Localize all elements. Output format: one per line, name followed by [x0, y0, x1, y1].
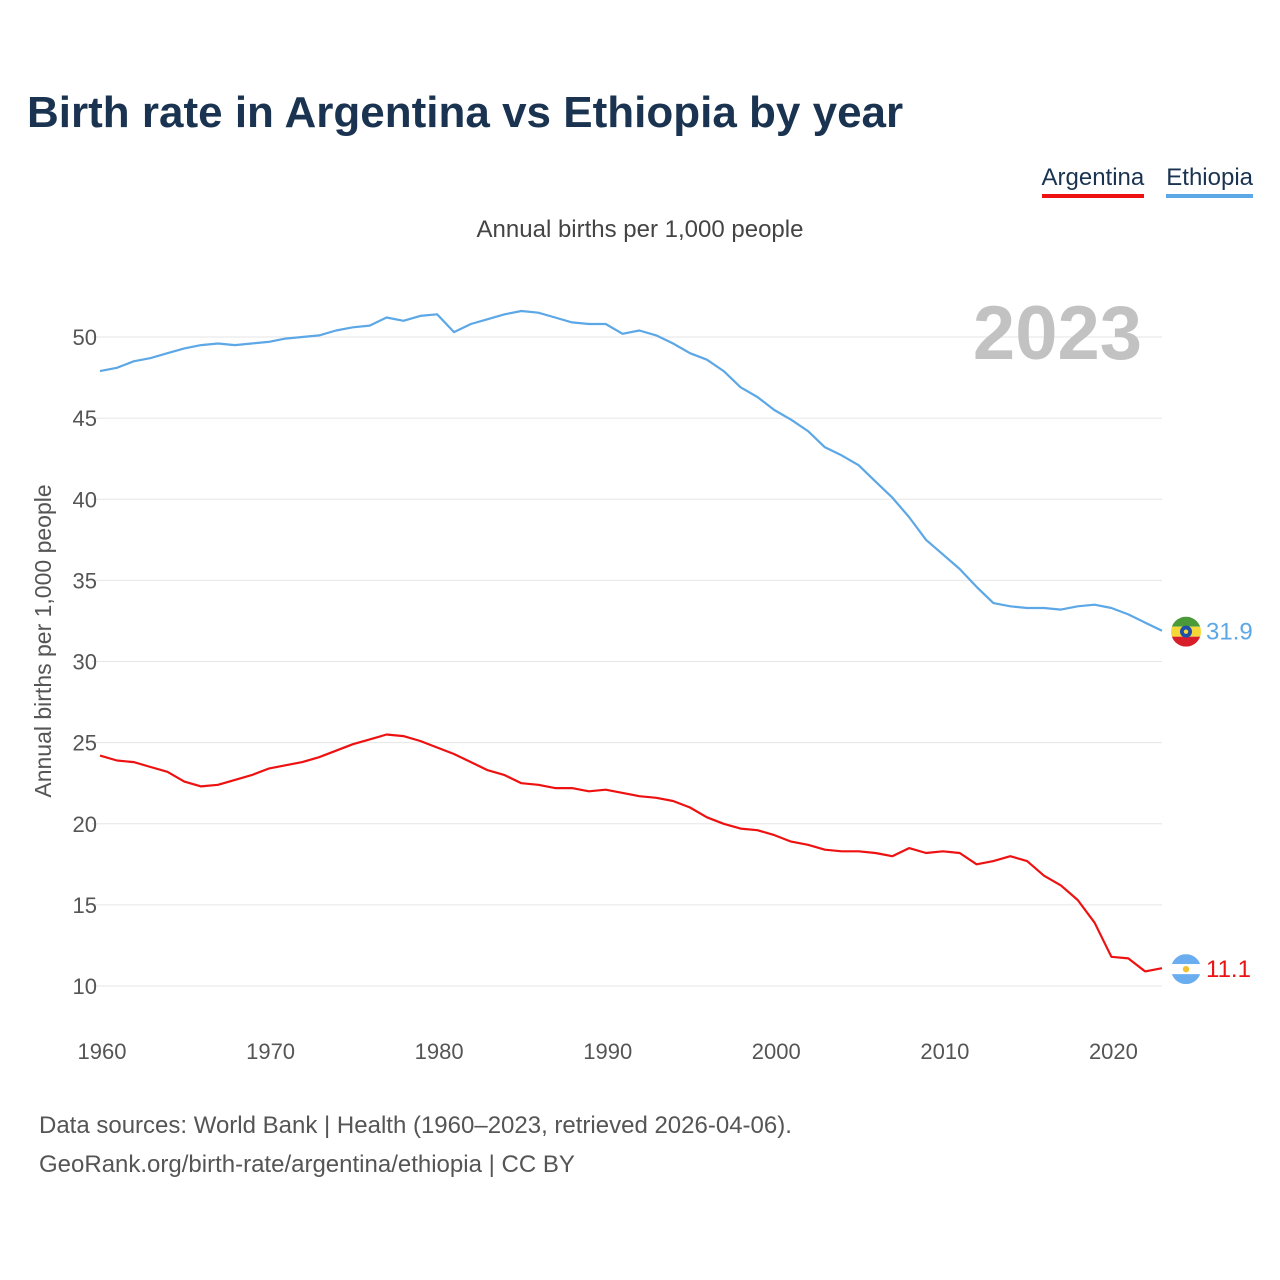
y-tick-label-45: 45 [73, 406, 97, 431]
x-tick-label-2020: 2020 [1089, 1039, 1138, 1064]
end-value-label-argentina: 11.1 [1206, 956, 1251, 983]
legend: Argentina Ethiopia [1041, 164, 1253, 198]
flag-icon-argentina [1171, 954, 1201, 985]
x-tick-label-1980: 1980 [415, 1039, 464, 1064]
series-line-argentina[interactable] [99, 733, 1163, 973]
end-value-label-ethiopia: 31.9 [1206, 619, 1253, 646]
chart-title: Birth rate in Argentina vs Ethiopia by y… [27, 88, 904, 137]
y-tick-label-20: 20 [73, 812, 97, 837]
series-line-ethiopia[interactable] [99, 309, 1163, 632]
legend-item-ethiopia[interactable]: Ethiopia [1166, 164, 1253, 198]
x-tick-label-2010: 2010 [920, 1039, 969, 1064]
series-lines [99, 309, 1163, 973]
y-tick-label-30: 30 [73, 650, 97, 675]
x-tick-label-1990: 1990 [583, 1039, 632, 1064]
x-axis-ticks: 1960 1970 1980 1990 2000 2010 2020 [78, 1039, 1138, 1064]
gridlines [92, 336, 1162, 987]
year-watermark: 2023 [972, 291, 1142, 376]
y-tick-label-10: 10 [73, 974, 97, 999]
y-axis-title: Annual births per 1,000 people [30, 484, 56, 797]
x-tick-label-1960: 1960 [78, 1039, 127, 1064]
y-tick-label-40: 40 [73, 487, 97, 512]
x-tick-label-2000: 2000 [752, 1039, 801, 1064]
y-tick-label-50: 50 [73, 325, 97, 350]
y-tick-label-25: 25 [73, 731, 97, 756]
flag-icon-ethiopia [1171, 616, 1201, 647]
source-line-2[interactable]: GeoRank.org/birth-rate/argentina/ethiopi… [39, 1151, 575, 1178]
data-source: Data sources: World Bank | Health (1960–… [39, 1106, 792, 1184]
y-tick-label-15: 15 [73, 893, 97, 918]
y-tick-label-35: 35 [73, 568, 97, 593]
end-markers: 31.9 11.1 [1171, 616, 1253, 985]
legend-item-argentina[interactable]: Argentina [1041, 164, 1145, 198]
source-line-1: Data sources: World Bank | Health (1960–… [39, 1112, 792, 1139]
x-tick-label-1970: 1970 [246, 1039, 295, 1064]
y-axis-ticks: 10 15 20 25 30 35 40 45 50 [73, 325, 97, 999]
chart-subtitle: Annual births per 1,000 people [476, 216, 804, 243]
